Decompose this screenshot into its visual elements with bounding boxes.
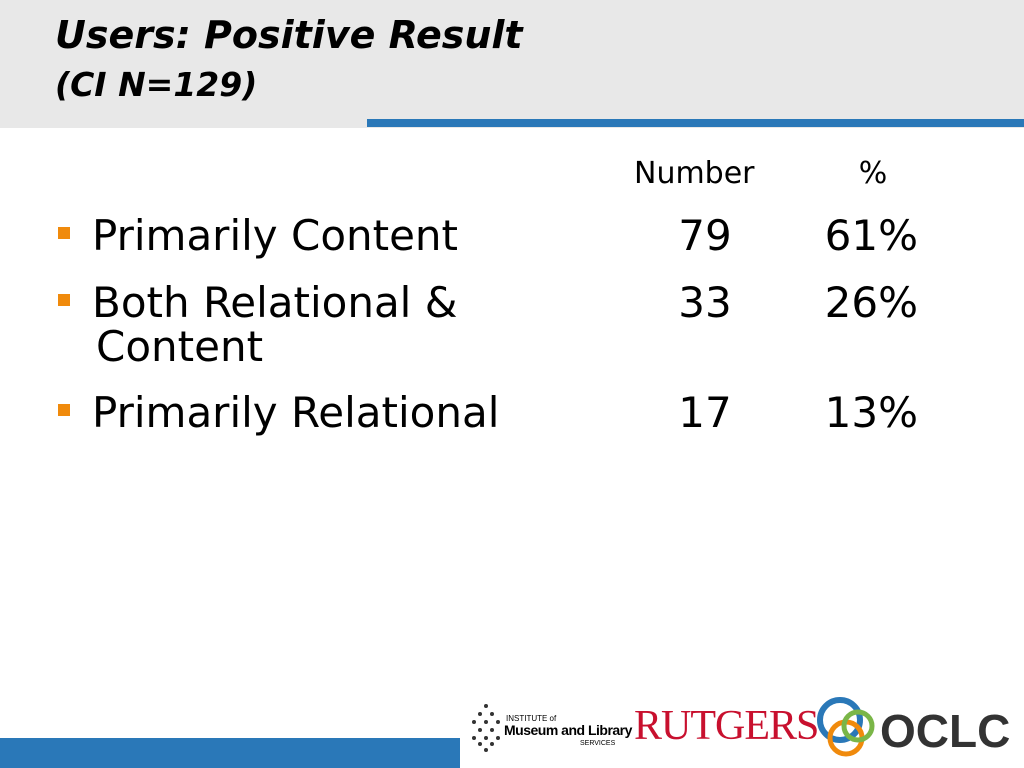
imls-text-main: Museum and Library	[504, 722, 632, 738]
imls-mark	[472, 704, 500, 752]
bullet	[58, 226, 70, 239]
slide-subtitle: (CI N=129)	[55, 65, 258, 104]
footer-bar	[0, 738, 460, 768]
rutgers-logo: RUTGERS	[634, 703, 819, 749]
row-label-text: Primarily Content	[92, 211, 459, 260]
row-number: 17	[678, 388, 732, 437]
row-percent: 26%	[824, 278, 918, 327]
bullet	[58, 403, 70, 416]
oclc-logo: OCLC	[880, 705, 1011, 757]
row-percent: 13%	[824, 388, 918, 437]
imls-text-top: INSTITUTE of	[506, 714, 557, 723]
column-header: Number	[634, 156, 755, 191]
column-header: %	[858, 156, 888, 191]
imls-logo	[468, 700, 504, 764]
row-label: Primarily Relational	[58, 388, 576, 437]
row-label: Primarily Content	[58, 211, 576, 260]
row-label: Both Relational & Content	[58, 278, 576, 371]
oclc-mark	[817, 697, 875, 757]
slide-title: Users: Positive Result	[55, 13, 523, 57]
row-number: 33	[678, 278, 732, 327]
header-rule	[367, 119, 1024, 127]
row-label-text: Primarily Relational	[92, 388, 500, 437]
row-label-text: Both Relational & Content	[92, 278, 458, 371]
imls-text-bottom: SERVICES	[580, 740, 616, 747]
row-number: 79	[678, 211, 732, 260]
bullet	[58, 293, 70, 306]
row-percent: 61%	[824, 211, 918, 260]
header-band	[0, 0, 1024, 128]
